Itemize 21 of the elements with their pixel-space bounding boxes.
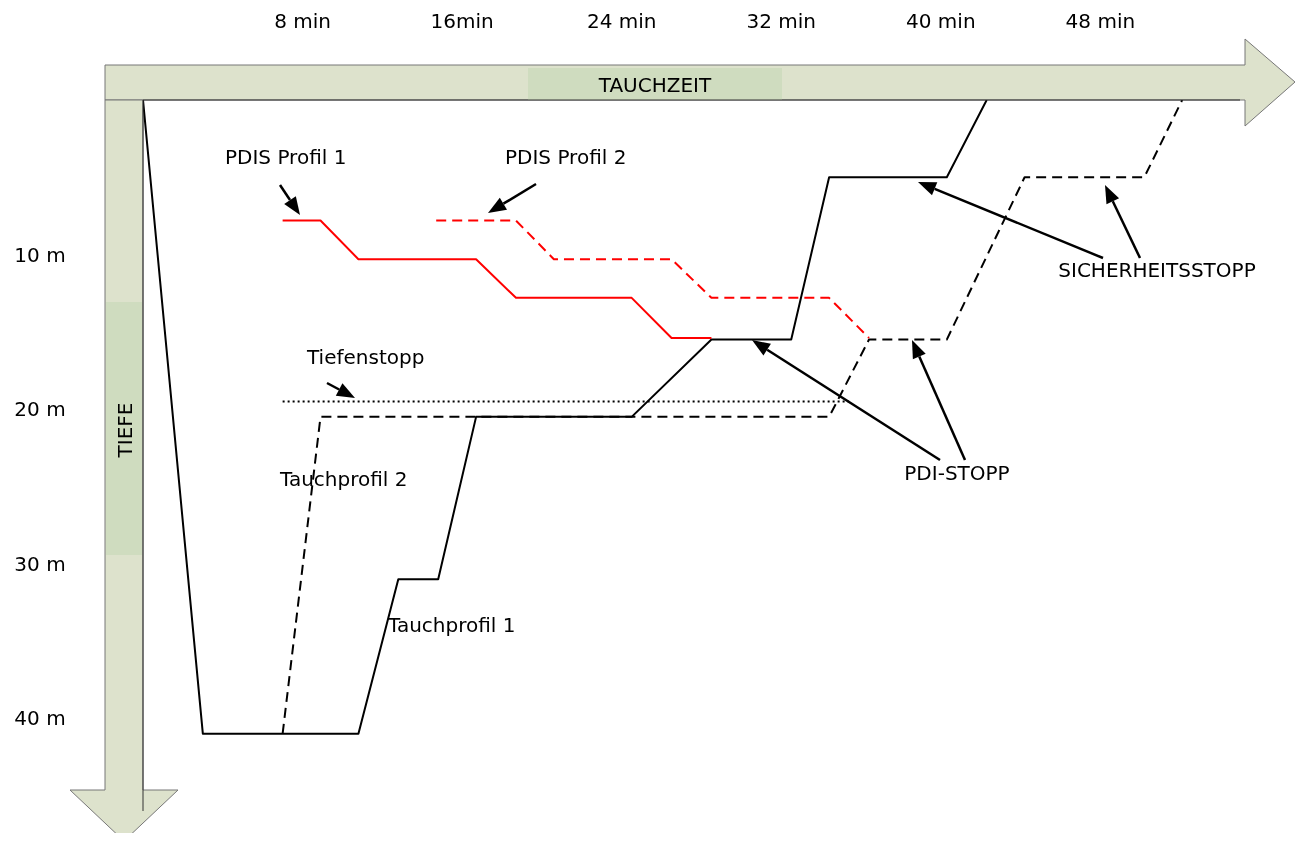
y-tick-label: 30 m [14,551,66,576]
x-tick-label: 24 min [586,9,657,33]
line-series [281,219,713,340]
series-label: Tauchprofil 2 [279,467,408,491]
annotation: PDI-STOPP [904,461,1010,485]
line-series [435,219,871,340]
x-tick-label: 8 min [274,9,331,33]
x-tick-label: 40 min [906,9,976,33]
x-tick-label: 16min [430,9,494,33]
y-tick-label: 10 m [14,242,66,267]
x-axis-title: TAUCHZEIT [597,73,712,97]
x-tick-label: 32 min [746,9,817,33]
x-tick-label: 48 min [1065,9,1136,33]
series-label: Tauchprofil 1 [387,613,516,637]
text: PDIS Profil 2 [505,145,627,169]
text: PDIS Profil 1 [225,145,347,169]
y-tick-label: 20 m [14,397,66,422]
y-tick-label: 40 m [14,706,66,731]
y-axis-title: TIEFE [113,402,137,459]
series-label: Tiefenstopp [306,345,425,369]
annotation: SICHERHEITSSTOPP [1058,258,1256,282]
